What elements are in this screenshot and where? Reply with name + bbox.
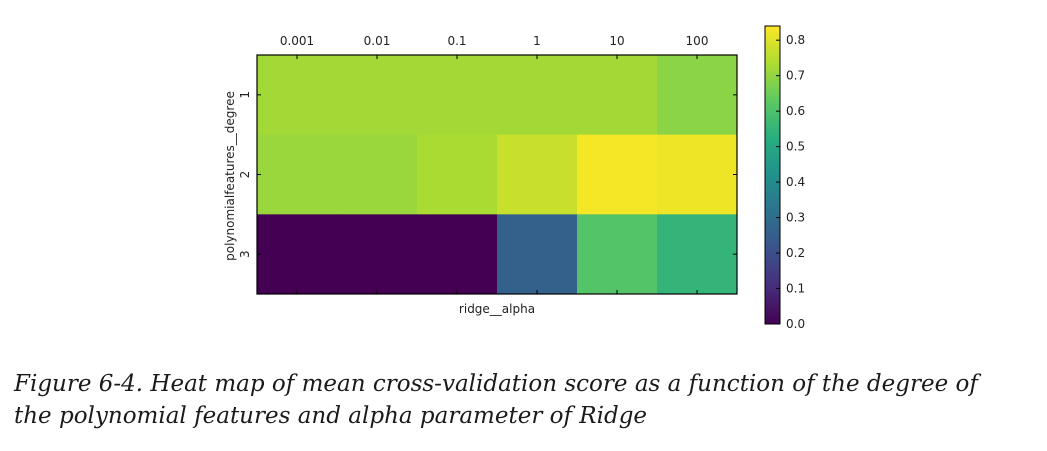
heatmap-cell-r1-c4 bbox=[577, 134, 658, 215]
heatmap-cell-r1-c0 bbox=[257, 134, 338, 215]
heatmap-cell-r2-c5 bbox=[657, 214, 738, 295]
heatmap-cell-r0-c2 bbox=[417, 55, 498, 136]
x-tick-label-2: 0.1 bbox=[447, 34, 466, 48]
heatmap-cell-r2-c3 bbox=[497, 214, 578, 295]
x-tick-label-5: 100 bbox=[686, 34, 709, 48]
y-axis-label: polynomialfeatures__degree bbox=[223, 91, 237, 261]
x-axis-label: ridge__alpha bbox=[459, 302, 535, 316]
figure-caption: Figure 6-4. Heat map of mean cross-valid… bbox=[14, 371, 978, 429]
heatmap-cell-r1-c3 bbox=[497, 134, 578, 215]
heatmap-cell-r0-c5 bbox=[657, 55, 738, 136]
colorbar-tick-label-1: 0.1 bbox=[786, 282, 805, 296]
colorbar-tick-label-4: 0.4 bbox=[786, 175, 805, 189]
heatmap-chart: 0.001 0.01 0.1 1 10 100 1 2 3 ridge__alpha poly… bbox=[223, 25, 805, 331]
y-tick-label-0: 1 bbox=[238, 91, 252, 99]
colorbar-tick-labels: 0.0 0.1 0.2 0.3 0.4 0.5 0.6 0.7 0.8 bbox=[776, 33, 805, 331]
colorbar-tick-label-6: 0.6 bbox=[786, 104, 805, 118]
colorbar-tick-label-7: 0.7 bbox=[786, 69, 805, 83]
heatmap-cells bbox=[257, 55, 738, 295]
x-tick-label-3: 1 bbox=[533, 34, 541, 48]
colorbar bbox=[764, 25, 781, 325]
y-tick-labels: 1 2 3 bbox=[238, 91, 737, 258]
heatmap-cell-r2-c1 bbox=[337, 214, 418, 295]
y-tick-label-1: 2 bbox=[238, 171, 252, 179]
heatmap-cell-r0-c3 bbox=[497, 55, 578, 136]
heatmap-cell-r1-c1 bbox=[337, 134, 418, 215]
colorbar-tick-label-5: 0.5 bbox=[786, 140, 805, 154]
heatmap-cell-r1-c5 bbox=[657, 134, 738, 215]
x-tick-label-0: 0.001 bbox=[280, 34, 314, 48]
x-tick-label-1: 0.01 bbox=[364, 34, 391, 48]
heatmap-cell-r2-c0 bbox=[257, 214, 338, 295]
colorbar-tick-label-2: 0.2 bbox=[786, 246, 805, 260]
y-tick-label-2: 3 bbox=[238, 250, 252, 258]
heatmap-cell-r0-c0 bbox=[257, 55, 338, 136]
colorbar-tick-label-0: 0.0 bbox=[786, 317, 805, 331]
x-tick-labels: 0.001 0.01 0.1 1 10 100 bbox=[280, 34, 709, 294]
heatmap-cell-r1-c2 bbox=[417, 134, 498, 215]
heatmap-cell-r0-c4 bbox=[577, 55, 658, 136]
heatmap-cell-r2-c4 bbox=[577, 214, 658, 295]
heatmap-cell-r0-c1 bbox=[337, 55, 418, 136]
colorbar-tick-label-8: 0.8 bbox=[786, 33, 805, 47]
colorbar-tick-label-3: 0.3 bbox=[786, 211, 805, 225]
x-tick-label-4: 10 bbox=[609, 34, 624, 48]
heatmap-cell-r2-c2 bbox=[417, 214, 498, 295]
